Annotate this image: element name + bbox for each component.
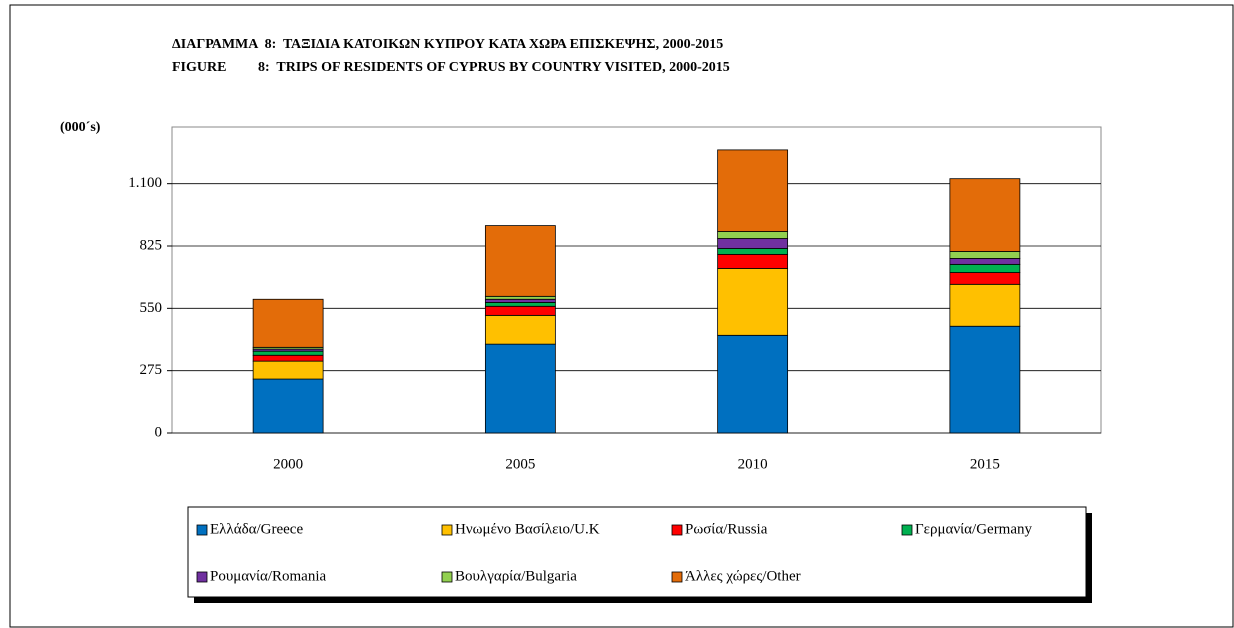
bar-segment: [484, 305, 556, 316]
chart-subtitle: FIGURE 8: TRIPS OF RESIDENTS OF CYPRUS B…: [172, 60, 730, 75]
x-tick-label: 2015: [970, 456, 1000, 472]
bar-segment: [484, 298, 556, 303]
legend-label: Γερμανία/Germany: [915, 521, 1033, 537]
bar-segment: [252, 354, 324, 362]
legend-label: Ρωσία/Russia: [685, 521, 768, 537]
legend-swatch: [671, 571, 683, 583]
legend-label: Βουλγαρία/Bulgaria: [455, 568, 577, 584]
bar-segment: [717, 149, 789, 232]
bar-segment: [717, 268, 789, 336]
legend-swatch: [671, 524, 683, 536]
y-tick-label: 275: [140, 362, 163, 378]
bar-segment: [717, 334, 789, 434]
bar-segment: [484, 295, 556, 300]
bar-segment: [949, 283, 1021, 327]
bar-segment: [252, 298, 324, 348]
legend-label: Ρουμανία/Romania: [210, 568, 327, 584]
bar-segment: [949, 272, 1021, 285]
legend-label: Άλλες χώρες/Other: [685, 568, 801, 584]
bar-segment: [717, 253, 789, 269]
bar-segment: [484, 225, 556, 297]
bar-segment: [484, 314, 556, 345]
x-tick-label: 2010: [738, 456, 768, 472]
legend: [187, 506, 1087, 598]
y-tick-label: 825: [140, 237, 163, 253]
bar-segment: [252, 378, 324, 434]
y-tick-label: 1.100: [128, 175, 162, 191]
legend-swatch: [196, 571, 208, 583]
bar-segment: [717, 248, 789, 255]
bar-segment: [717, 231, 789, 239]
legend-label: Ελλάδα/Greece: [210, 521, 303, 537]
bar-segment: [717, 238, 789, 249]
bar-segment: [252, 360, 324, 380]
legend-swatch: [441, 571, 453, 583]
y-tick-label: 550: [140, 300, 163, 316]
bar-segment: [949, 263, 1021, 273]
legend-label: Ηνωμένο Βασίλειο/U.K: [455, 521, 600, 537]
legend-swatch: [901, 524, 913, 536]
chart-title: ΔΙΑΓΡΑΜΜΑ 8: ΤΑΞΙΔΙΑ ΚΑΤΟΙΚΩΝ ΚΥΠΡΟΥ ΚΑΤ…: [172, 37, 723, 52]
legend-swatch: [196, 524, 208, 536]
y-axis-label: (000´s): [60, 120, 101, 135]
bar-segment: [949, 178, 1021, 252]
x-tick-label: 2005: [505, 456, 535, 472]
bar-segment: [484, 302, 556, 307]
y-tick-label: 0: [155, 424, 163, 440]
bar-segment: [484, 343, 556, 434]
x-tick-label: 2000: [273, 456, 303, 472]
bar-segment: [949, 325, 1021, 434]
legend-swatch: [441, 524, 453, 536]
bar-segment: [949, 251, 1021, 259]
bar-segment: [252, 350, 324, 356]
bar-segment: [949, 258, 1021, 265]
